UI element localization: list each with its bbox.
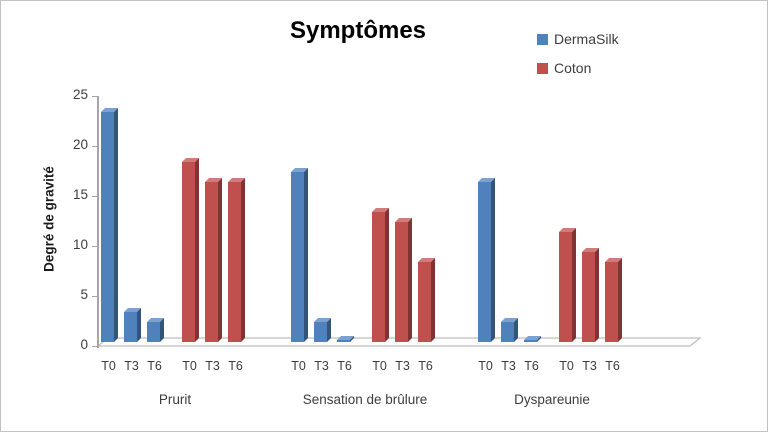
- x-tick-label: T6: [605, 359, 620, 373]
- group-label-sensation-de-br-lure: Sensation de brûlure: [302, 392, 428, 407]
- legend-label: DermaSilk: [554, 31, 619, 47]
- x-tick-label: T6: [418, 359, 433, 373]
- y-tick-label: 15: [72, 187, 88, 202]
- bar-coton-dyspareunie-t0: [559, 232, 572, 342]
- x-tick-label: T6: [228, 359, 243, 373]
- x-tick-label: T0: [372, 359, 387, 373]
- bar-coton-prurit-t0: [182, 162, 195, 342]
- legend-item-dermasilk: DermaSilk: [537, 31, 619, 47]
- bar-dermasilk-dyspareunie-t0: [478, 182, 491, 342]
- y-tick-label: 25: [72, 87, 88, 102]
- x-tick-label: T0: [101, 359, 116, 373]
- x-tick-label: T0: [291, 359, 306, 373]
- y-tick-label: 10: [72, 237, 88, 252]
- y-axis-line: [97, 96, 99, 348]
- bar-dermasilk-dyspareunie-t3: [501, 322, 514, 342]
- y-tick-mark: [92, 95, 98, 97]
- bar-dermasilk-prurit-t3: [124, 312, 137, 342]
- bar-dermasilk-dyspareunie-t6: [524, 340, 537, 342]
- y-tick-mark: [92, 195, 98, 197]
- y-axis-title: Degré de gravité: [41, 166, 57, 272]
- legend-item-coton: Coton: [537, 60, 619, 76]
- group-label-dyspareunie: Dyspareunie: [514, 392, 590, 407]
- bar-coton-dyspareunie-t6: [605, 262, 618, 342]
- x-tick-label: T3: [582, 359, 597, 373]
- x-tick-label: T6: [524, 359, 539, 373]
- y-tick-mark: [92, 295, 98, 297]
- y-tick-mark: [92, 245, 98, 247]
- legend-swatch-icon: [537, 62, 548, 74]
- legend-label: Coton: [554, 60, 592, 76]
- bar-dermasilk-prurit-t0: [101, 112, 114, 342]
- x-tick-label: T6: [337, 359, 352, 373]
- x-tick-label: T0: [478, 359, 493, 373]
- bar-coton-prurit-t6: [228, 182, 241, 342]
- legend: DermaSilk Coton: [537, 31, 619, 76]
- bar-dermasilk-sensation-de-br-lure-t6: [337, 340, 350, 342]
- bar-coton-sensation-de-br-lure-t3: [395, 222, 408, 342]
- x-tick-label: T3: [501, 359, 516, 373]
- plot-area: 0 5 10 15 20 25 T0 T3 T6 T0 T3 T6 Prurit T0 T3 T6 T0 T3 T…: [73, 87, 702, 407]
- x-tick-label: T3: [314, 359, 329, 373]
- bar-dermasilk-sensation-de-br-lure-t3: [314, 322, 327, 342]
- y-tick-label: 0: [80, 337, 88, 352]
- y-tick-label: 20: [72, 137, 88, 152]
- y-tick-label: 5: [80, 287, 88, 302]
- bar-coton-dyspareunie-t3: [582, 252, 595, 342]
- y-tick-mark: [92, 345, 98, 347]
- x-tick-label: T3: [124, 359, 139, 373]
- group-label-prurit: Prurit: [158, 392, 192, 407]
- bar-coton-sensation-de-br-lure-t6: [418, 262, 431, 342]
- x-tick-label: T0: [559, 359, 574, 373]
- bar-dermasilk-sensation-de-br-lure-t0: [291, 172, 304, 342]
- bar-coton-prurit-t3: [205, 182, 218, 342]
- x-tick-label: T0: [182, 359, 197, 373]
- x-tick-label: T3: [205, 359, 220, 373]
- x-tick-label: T6: [147, 359, 162, 373]
- legend-swatch-icon: [537, 33, 548, 45]
- bar-dermasilk-prurit-t6: [147, 322, 160, 342]
- y-tick-mark: [92, 145, 98, 147]
- chart-title: Symptômes: [289, 17, 427, 44]
- x-tick-label: T3: [395, 359, 410, 373]
- bar-coton-sensation-de-br-lure-t0: [372, 212, 385, 342]
